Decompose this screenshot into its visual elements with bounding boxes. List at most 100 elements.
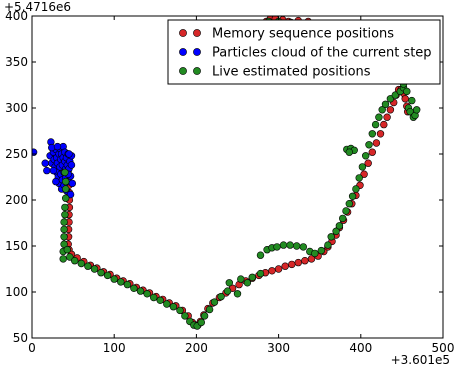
point-3-60 [339, 214, 347, 223]
legend-marker-3-2 [193, 67, 201, 75]
point-3-57 [327, 233, 335, 241]
point-1-70 [372, 139, 381, 147]
point-1-50 [274, 265, 283, 273]
point-3-25 [136, 287, 145, 295]
y-offset-label: +5.4716e6 [4, 0, 71, 14]
point-3-41 [223, 287, 232, 295]
point-3-64 [352, 185, 360, 193]
point-3-62 [345, 200, 353, 208]
point-3-6 [61, 211, 69, 219]
point-3-67 [362, 152, 370, 160]
point-3-71 [375, 113, 383, 121]
point-3-70 [371, 120, 380, 129]
point-3-37 [200, 312, 209, 320]
point-3-7 [60, 218, 68, 226]
legend: Memory sequence positions Particles cloud… [167, 19, 441, 85]
point-3-56 [324, 241, 332, 249]
point-1-80 [401, 95, 409, 103]
legend-label-1: Memory sequence positions [212, 27, 394, 42]
point-3-28 [156, 296, 164, 304]
point-3-90 [345, 148, 353, 156]
point-3-12 [59, 255, 67, 263]
legend-marker-3-1 [179, 67, 187, 75]
point-3-73 [381, 100, 390, 109]
point-3-72 [378, 106, 386, 114]
point-2-42 [66, 190, 75, 199]
point-3-18 [90, 265, 99, 273]
y-tick-label-100: 100 [5, 285, 28, 299]
point-3-69 [368, 130, 376, 138]
point-3-10 [60, 240, 68, 248]
plot-frame [31, 15, 444, 339]
point-1-74 [386, 106, 395, 114]
point-2-50 [65, 150, 73, 158]
point-3-2 [61, 177, 70, 186]
y-tick-label-150: 150 [5, 239, 28, 253]
point-3-48 [273, 243, 281, 251]
x-tick-label-200: 200 [185, 341, 208, 355]
point-3-54 [311, 249, 319, 258]
point-3-4 [61, 194, 70, 202]
point-3-22 [117, 278, 125, 286]
point-3-66 [358, 163, 367, 171]
point-3-17 [84, 262, 92, 270]
legend-marker-1-2 [193, 29, 201, 37]
point-3-61 [342, 207, 350, 215]
point-3-23 [123, 280, 132, 289]
point-3-82 [413, 106, 421, 114]
point-2-1 [32, 148, 38, 156]
point-2-43 [67, 161, 76, 169]
point-3-83 [408, 96, 416, 105]
point-3-44 [256, 269, 265, 278]
point-1-52 [288, 260, 296, 269]
point-3-1 [61, 168, 69, 177]
point-3-15 [70, 257, 79, 265]
point-3-16 [77, 259, 86, 268]
point-1-69 [368, 148, 376, 156]
point-3-32 [181, 312, 189, 320]
y-tick-label-50: 50 [13, 331, 28, 345]
point-2-45 [68, 179, 77, 188]
point-3-108 [237, 275, 245, 283]
point-1-73 [383, 113, 391, 121]
point-2-48 [52, 177, 60, 186]
point-3-19 [97, 269, 105, 277]
point-3-74 [386, 95, 395, 103]
x-offset-label: +3.601e5 [391, 353, 450, 367]
point-2-3 [43, 166, 51, 175]
point-3-27 [150, 293, 158, 302]
point-2-2 [41, 159, 49, 167]
point-3-45 [256, 251, 265, 259]
point-3-42 [233, 290, 242, 298]
y-tick-label-400: 400 [5, 9, 28, 23]
point-3-40 [217, 292, 225, 301]
point-2-47 [49, 166, 58, 175]
point-3-107 [225, 279, 234, 287]
point-3-24 [130, 284, 138, 292]
y-tick-label-300: 300 [5, 101, 28, 115]
point-3-36 [197, 318, 206, 327]
point-3-84 [403, 87, 411, 96]
point-3-31 [176, 306, 184, 315]
point-1-53 [294, 258, 302, 267]
legend-marker-2-1 [179, 48, 187, 56]
point-3-52 [299, 243, 307, 251]
point-1-54 [301, 257, 309, 265]
point-3-38 [205, 305, 214, 314]
point-3-50 [286, 241, 294, 249]
legend-label-2: Particles cloud of the current step [212, 46, 432, 61]
point-3-13 [63, 246, 72, 254]
point-1-67 [360, 170, 368, 178]
point-3-43 [243, 279, 252, 287]
point-3-49 [279, 241, 288, 249]
x-tick-label-500: 500 [432, 341, 455, 355]
point-1-68 [364, 159, 372, 167]
point-2-49 [53, 142, 62, 151]
point-3-65 [355, 174, 363, 182]
point-3-63 [348, 192, 357, 201]
legend-marker-1-1 [179, 29, 187, 37]
legend-label-3: Live estimated positions [212, 65, 371, 80]
point-3-14 [66, 253, 74, 261]
point-3-21 [110, 275, 118, 283]
point-1-49 [268, 267, 276, 275]
